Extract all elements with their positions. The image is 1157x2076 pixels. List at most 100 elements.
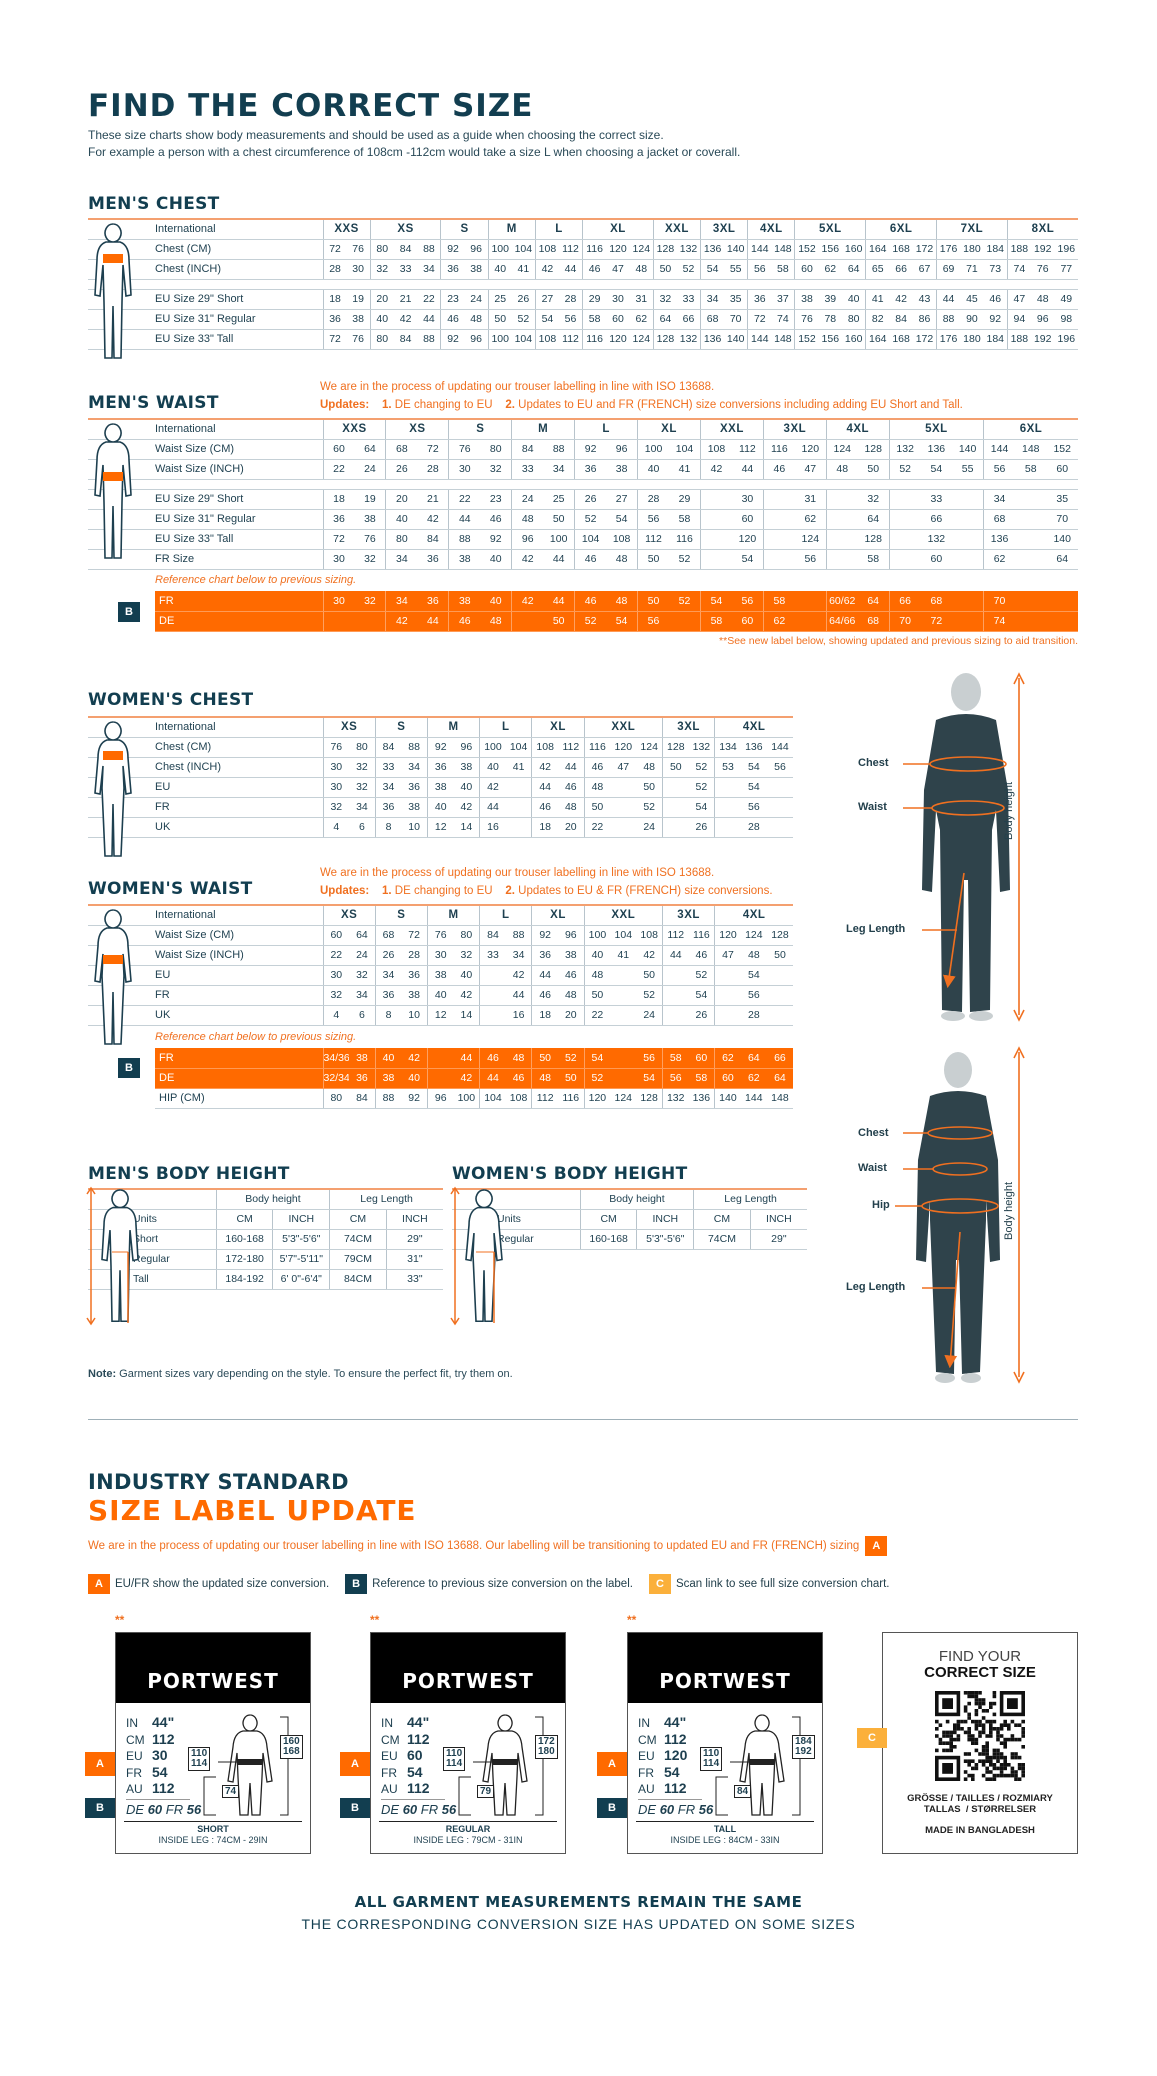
qr-module: [963, 1719, 968, 1724]
size-cell: 40: [453, 777, 480, 798]
size-cell: 44: [936, 289, 961, 310]
size-value: 112: [407, 1780, 430, 1796]
badge-b: B: [340, 1798, 370, 1818]
size-cell: 52: [557, 1048, 585, 1069]
size-cell: 46: [688, 945, 715, 966]
size-cell: 38: [374, 1068, 402, 1089]
size-cell: 44: [558, 259, 583, 280]
qr-module: [949, 1748, 953, 1753]
size-cell: 50: [636, 965, 663, 986]
table-row: Chest (CM) 72 76 80 84 88 92 96 100 104 108 112 116 1…: [88, 239, 1079, 260]
size-cell: 48: [464, 309, 489, 330]
qr-module: [935, 1719, 939, 1724]
size-cell: 22: [322, 945, 350, 966]
mens-chest-grid: International XXS XS S M L XL XXL 3XL 4XL 5XL 6XL 7X…: [88, 218, 1079, 350]
size-cell: 60: [794, 259, 819, 280]
unit-cell: INCH: [272, 1209, 330, 1230]
size-group-xl: XL: [531, 904, 585, 926]
size-cell: 50: [766, 945, 794, 966]
qr-module: [992, 1719, 997, 1724]
row-label: HIP (CM): [155, 1088, 323, 1109]
qr-code[interactable]: [935, 1691, 1025, 1781]
badge-b: B: [85, 1798, 115, 1818]
size-cell: 70: [888, 611, 921, 632]
size-cell: 88: [505, 925, 532, 946]
qr-module: [974, 1719, 979, 1724]
label-stars: **: [627, 1613, 637, 1627]
size-cell: 23: [480, 489, 512, 510]
size-cell: 64: [857, 591, 890, 612]
qr-module: [974, 1698, 979, 1702]
size-cell: 12: [426, 817, 454, 838]
update-num: 2.: [505, 885, 515, 897]
size-cell: 35: [724, 289, 748, 310]
size-cell: 29: [669, 489, 701, 510]
size-cell: 69: [936, 259, 961, 280]
size-header-row: International XXS XS S M L XL XXL 3XL 4XL 5XL 6XL 7X…: [88, 218, 1079, 240]
qr-module: [1003, 1755, 1007, 1760]
size-cell: [426, 1048, 454, 1069]
size-cell: [766, 817, 794, 838]
photo-label-hip: Hip: [872, 1199, 890, 1211]
qr-module: [985, 1745, 989, 1749]
size-label-tall: PORTWEST IN 44" CM 112 EU 120 FR 54 AU 112 DE 60 FR…: [627, 1632, 823, 1854]
qr-correct-size: CORRECT SIZE: [924, 1664, 1036, 1681]
size-cell: 50: [487, 309, 512, 330]
size-cell: 33: [393, 259, 418, 280]
size-group-5xl: 5XL: [888, 418, 984, 440]
qr-module: [963, 1730, 968, 1735]
size-cell: 136: [700, 329, 725, 350]
size-cell: 144: [747, 329, 772, 350]
size-cell: 76: [426, 925, 454, 946]
label-footer: SHORT INSIDE LEG : 74CM - 29IN: [124, 1821, 302, 1846]
size-cell: 92: [440, 239, 465, 260]
size-cell: 72: [322, 239, 347, 260]
size-cell: 48: [583, 965, 611, 986]
size-cell: 54: [740, 777, 767, 798]
qr-module: [971, 1777, 975, 1781]
size-cell: 28: [322, 259, 347, 280]
qr-module: [999, 1773, 1004, 1778]
size-cell: 54: [606, 611, 638, 632]
size-cell: 84: [511, 439, 544, 460]
size-cell: 48: [583, 777, 611, 798]
size-cell: 44: [417, 309, 441, 330]
qr-module: [996, 1737, 1000, 1742]
row-label: EU Size 33" Tall: [88, 329, 323, 350]
qr-module: [981, 1759, 986, 1763]
badge-a: A: [85, 1752, 115, 1776]
qr-card: FIND YOUR CORRECT SIZE GRÖSSE / TAILLES …: [882, 1632, 1078, 1854]
qr-module: [985, 1741, 989, 1745]
label-size-row: IN 44": [126, 1714, 175, 1732]
size-cell: 38: [426, 777, 454, 798]
iso-note: We are in the process of updating our tr…: [320, 867, 715, 879]
qr-module: [1003, 1745, 1007, 1749]
size-cell: 76: [354, 529, 386, 550]
height-cell: 5'3"-5'6": [272, 1229, 330, 1250]
qr-module: [956, 1719, 961, 1724]
qr-module: [989, 1727, 993, 1731]
mens-waist-grid: International XXS XS S M L XL XXL 3XL 4XL 5XL 6XL Wa…: [88, 418, 1078, 570]
label-stars: **: [115, 1613, 125, 1627]
size-cell: 148: [766, 1088, 793, 1109]
qr-module: [1021, 1773, 1025, 1778]
size-cell: 48: [606, 591, 638, 612]
table-row: Waist Size (CM) 60 64 68 72 76 80 84 88 92 96 100 10…: [88, 439, 1078, 460]
qr-module: [971, 1737, 975, 1742]
table-row: DE 32/34 36 38 40 42 44 46 48 50 52 54 56 58 60 62 64: [155, 1068, 793, 1089]
size-cell: [766, 985, 794, 1006]
size-cell: 54: [740, 965, 767, 986]
size-cell: [699, 489, 732, 510]
size-cell: 26: [574, 489, 607, 510]
qr-module: [1010, 1734, 1015, 1738]
size-cell: 56: [636, 1048, 663, 1069]
size-cell: 30: [322, 757, 350, 778]
row-label: Waist Size (INCH): [88, 945, 323, 966]
table-row: EU Size 31" Regular 36 38 40 42 44 46 48 50 52 54 5…: [88, 309, 1079, 330]
size-cell: 60: [688, 1048, 715, 1069]
table-row: FR 30 32 34 36 38 40 42 44 46 48 50 52 54 56 58 60/62 64 6…: [155, 591, 1078, 612]
size-cell: 62: [983, 549, 1016, 570]
size-cell: 58: [1015, 459, 1047, 480]
mens-waist-table: International XXS XS S M L XL XXL 3XL 4XL 5XL 6XL Wa…: [88, 418, 1078, 570]
qr-module: [942, 1741, 946, 1745]
